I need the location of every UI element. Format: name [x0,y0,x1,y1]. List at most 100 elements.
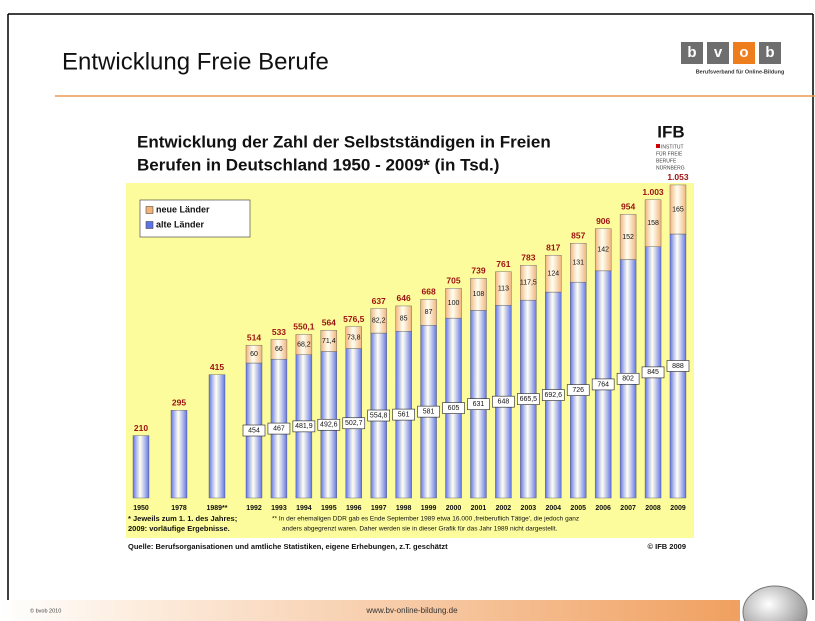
bar-segment [209,375,225,498]
value-label: 124 [547,271,559,278]
total-label: 576,5 [343,314,365,324]
value-label: 845 [647,369,659,376]
legend-label: neue Länder [156,204,210,214]
value-label: 87 [425,309,433,316]
chart-copyright: © IFB 2009 [648,542,686,551]
value-label: 692,6 [545,392,563,399]
chart-title: Entwicklung der Zahl der Selbstständigen… [137,132,551,151]
legend-label: alte Länder [156,219,205,229]
footer-url: www.bv-online-bildung.de [365,606,458,615]
value-label: 605 [448,405,460,412]
legend-swatch [146,222,153,229]
value-label: 73,8 [347,334,361,341]
logo-letter: b [687,44,696,61]
value-label: 60 [250,351,258,358]
total-label: 415 [210,362,224,372]
value-label: 481,9 [295,423,313,430]
note: 2009: vorläufige Ergebnisse. [128,524,230,533]
ifb-line: INSTITUT [661,144,684,150]
note: ** In der ehemaligen DDR gab es Ende Sep… [272,516,579,523]
value-label: 888 [672,363,684,370]
logo-letter: o [739,44,748,61]
value-label: 113 [498,285,509,292]
source: Quelle: Berufsorganisationen und amtlich… [128,542,448,551]
logo: b v o b Berufsverband für Online-Bildung [681,42,784,75]
total-label: 637 [372,296,386,306]
x-tick-label: 1995 [321,505,337,512]
value-label: 131 [572,260,584,267]
x-tick-label: 1994 [296,505,312,512]
value-label: 71,4 [322,338,336,345]
slide-title: Entwicklung Freie Berufe [62,48,329,75]
x-tick-label: 2009 [670,505,686,512]
x-tick-label: 1996 [346,505,362,512]
x-tick-label: 2001 [471,505,487,512]
logo-letter: v [714,44,723,61]
x-tick-label: 2007 [620,505,636,512]
x-tick-label: 1992 [246,505,262,512]
bar-segment [171,410,187,498]
x-tick-label: 2003 [521,505,537,512]
total-label: 857 [571,230,585,240]
ifb-line: BERUFE [656,158,677,164]
total-label: 761 [496,259,510,269]
value-label: 152 [622,234,634,241]
x-tick-label: 1950 [133,505,149,512]
x-tick-label: 2002 [496,505,512,512]
value-label: 100 [448,300,460,307]
x-tick-label: 2004 [545,505,561,512]
slide: Entwicklung Freie Berufe b v o b Berufsv… [0,0,815,621]
x-tick-label: 2008 [645,505,661,512]
value-label: 554,8 [370,412,388,419]
x-tick-label: 2005 [570,505,586,512]
value-label: 467 [273,425,285,432]
chart-title: Berufen in Deutschland 1950 - 2009* (in … [137,155,499,174]
value-label: 68,2 [297,341,311,348]
total-label: 646 [397,293,411,303]
value-label: 82,2 [372,318,386,325]
note: anders abgegrenzt waren. Daher werden si… [282,526,558,533]
x-tick-label: 1997 [371,505,387,512]
x-tick-label: 1993 [271,505,287,512]
legend-swatch [146,207,153,214]
value-label: 764 [597,381,609,388]
total-label: 783 [521,252,535,262]
value-label: 158 [647,220,659,227]
total-label: 533 [272,327,286,337]
value-label: 631 [473,401,485,408]
total-label: 1.003 [642,187,664,197]
x-tick-label: 1989** [206,505,227,512]
x-tick-label: 2006 [595,505,611,512]
ifb-line: FÜR FREIE [656,150,683,157]
globe [743,586,807,621]
bar-segment [133,436,149,498]
footer-copyright: © bvob 2010 [30,607,61,614]
total-label: 954 [621,202,635,212]
total-label: 295 [172,398,186,408]
value-label: 117,5 [520,280,537,287]
x-tick-label: 1999 [421,505,437,512]
note: * Jeweils zum 1. 1. des Jahres; [128,514,237,523]
total-label: 668 [421,287,435,297]
total-label: 210 [134,423,148,433]
value-label: 492,6 [320,422,338,429]
total-label: 1.053 [667,172,689,182]
value-label: 108 [473,291,485,298]
value-label: 561 [398,411,410,418]
ifb-name: IFB [657,122,684,141]
total-label: 817 [546,242,560,252]
total-label: 550,1 [293,322,315,332]
value-label: 802 [622,376,634,383]
value-label: 454 [248,427,260,434]
value-label: 142 [597,247,609,254]
value-label: 85 [400,315,408,322]
value-label: 165 [672,206,684,213]
total-label: 705 [446,276,460,286]
logo-letter: b [765,44,774,61]
value-label: 665,5 [520,396,538,403]
total-label: 514 [247,332,261,342]
value-label: 648 [498,399,510,406]
total-label: 739 [471,266,485,276]
value-label: 726 [572,387,584,394]
x-tick-label: 1998 [396,505,412,512]
